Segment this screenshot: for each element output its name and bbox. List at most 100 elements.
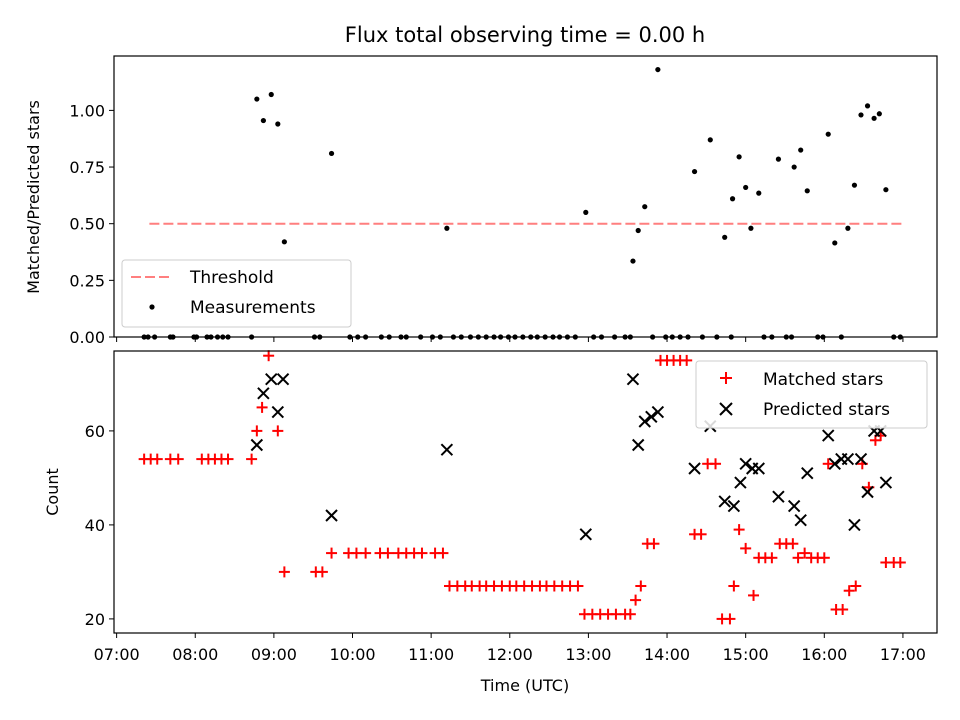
x-axis-label: Time (UTC)	[480, 676, 569, 695]
predicted-star-point	[651, 405, 665, 419]
bottom-panel-y-label: Count	[43, 468, 62, 516]
x-tick-label: 10:00	[329, 645, 375, 664]
predicted-star-point	[325, 509, 338, 522]
matched-star-point	[792, 552, 804, 564]
matched-star-point	[278, 566, 290, 578]
measurement-point	[260, 117, 266, 124]
y-tick-label: 60	[85, 422, 105, 441]
matched-star-point	[316, 566, 328, 578]
predicted-star-point	[854, 452, 868, 466]
measurement-point	[328, 150, 335, 157]
x-tick-label: 15:00	[723, 645, 769, 664]
matched-star-point	[256, 401, 268, 413]
x-tick-label: 14:00	[644, 645, 690, 664]
matched-star-point	[272, 425, 284, 437]
measurement-point	[254, 96, 260, 102]
predicted-star-point	[848, 518, 861, 532]
measurement-point	[444, 225, 450, 231]
chart-title: Flux total observing time = 0.00 h	[345, 23, 705, 47]
bottom-panel: 20 40 60 07:00 08:00 09:00 10:00 11:00 12:00 13:0…	[43, 350, 938, 664]
matched-star-point	[818, 552, 830, 564]
measurement-point	[798, 147, 804, 153]
y-tick-label: 0.50	[69, 215, 105, 234]
predicted-star-point	[579, 528, 592, 541]
predicted-star-point	[440, 443, 454, 456]
matched-star-point	[360, 547, 372, 559]
matched-star-point	[246, 453, 258, 465]
y-tick-label: 40	[85, 516, 105, 535]
matched-star-point	[222, 453, 234, 465]
matched-star-point	[172, 453, 184, 465]
measurement-point	[871, 115, 877, 121]
y-tick-label: 0.00	[69, 328, 105, 347]
matched-star-point	[416, 547, 428, 559]
bottom-panel-frame	[113, 350, 938, 634]
matched-star-point	[748, 589, 760, 601]
measurement-point	[743, 184, 749, 191]
legend-matched-swatch	[720, 372, 732, 384]
predicted-star-point	[787, 499, 801, 513]
legend-threshold-label: Threshold	[189, 268, 274, 288]
predicted-star-point	[250, 438, 264, 452]
measurement-point	[825, 131, 831, 137]
matched-star-point	[382, 547, 394, 559]
predicted-star-point	[265, 372, 278, 386]
matched-star-point	[733, 524, 745, 536]
measurement-point	[756, 190, 762, 196]
predicted-star-point	[801, 466, 814, 480]
top-panel-y-label: Matched/Predicted stars	[24, 100, 43, 294]
y-tick-label: 20	[85, 610, 105, 629]
matched-star-point	[766, 552, 778, 564]
predicted-star-point	[861, 485, 874, 499]
top-panel-frame	[113, 55, 938, 338]
matched-star-point	[787, 538, 799, 550]
measurement-point	[655, 66, 661, 73]
measurement-point	[832, 240, 838, 246]
matched-star-point	[710, 458, 722, 470]
matched-star-point	[151, 453, 163, 465]
measurement-point	[642, 204, 648, 210]
predicted-star-point	[271, 405, 285, 419]
legend-predicted-swatch	[719, 402, 733, 416]
legend-measurements-swatch	[149, 304, 155, 310]
predicted-star-point	[257, 387, 270, 400]
matched-star-point	[326, 547, 338, 559]
measurement-point	[729, 196, 736, 202]
x-tick-label: 08:00	[172, 645, 218, 664]
predicted-star-point	[752, 462, 765, 475]
predicted-star-point	[794, 513, 807, 527]
top-panel: 0.00 0.25 0.50 0.75 1.00 Matched/Predicted s…	[24, 55, 938, 347]
measurement-point	[691, 168, 698, 175]
bottom-legend-box	[695, 360, 928, 429]
matched-star-point	[695, 528, 707, 540]
x-tick-label: 16:00	[801, 645, 847, 664]
predicted-star-point	[841, 452, 855, 466]
x-tick-label: 12:00	[487, 645, 533, 664]
measurement-point	[858, 112, 864, 118]
measurement-point	[268, 91, 274, 98]
measurement-point	[851, 182, 858, 188]
measurement-point	[281, 239, 287, 245]
predicted-star-point	[638, 415, 651, 428]
y-tick-label: 0.75	[69, 158, 105, 177]
measurement-point	[804, 188, 810, 194]
matched-star-point	[437, 547, 449, 559]
predicted-star-point	[276, 372, 290, 386]
measurement-point	[748, 225, 754, 231]
bottom-panel-legend: Matched stars Predicted stars	[695, 360, 928, 429]
matched-star-point	[610, 608, 622, 620]
matched-star-point	[681, 354, 693, 366]
predicted-star-point	[645, 410, 658, 424]
x-tick-label: 11:00	[408, 645, 454, 664]
matched-star-point	[635, 580, 647, 592]
predicted-star-point	[822, 429, 835, 442]
measurement-point	[775, 156, 782, 162]
matched-star-point	[799, 547, 811, 559]
matched-star-point	[894, 557, 906, 568]
legend-measurements-label: Measurements	[190, 298, 316, 318]
predicted-star-point	[631, 438, 645, 452]
top-panel-legend: Threshold Measurements	[121, 259, 352, 328]
matched-star-point	[648, 538, 660, 550]
legend-matched-label: Matched stars	[763, 370, 883, 390]
